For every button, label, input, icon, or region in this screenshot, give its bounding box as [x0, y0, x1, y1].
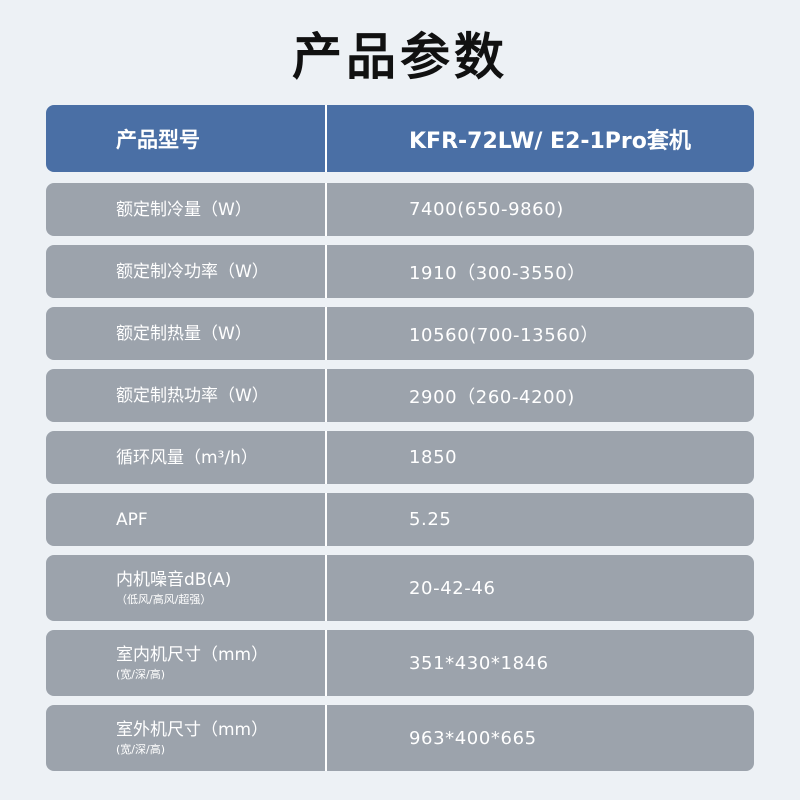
- row-label: APF: [46, 493, 327, 546]
- row-value: 7400(650-9860): [409, 199, 564, 220]
- row-value: 5.25: [409, 509, 452, 530]
- header-label: 产品型号: [46, 105, 327, 172]
- header-value: KFR-72LW/ E2-1Pro套机: [409, 128, 691, 154]
- row-label-text: 额定制热功率（W）: [116, 385, 269, 406]
- row-value: 1910（300-3550）: [409, 262, 586, 284]
- row-label: 额定制冷功率（W）: [46, 245, 327, 298]
- row-label: 额定制热量（W）: [46, 307, 327, 360]
- table-row: 室内机尺寸（mm） (宽/深/高) 351*430*1846: [46, 630, 754, 696]
- row-label-text: 循环风量（m³/h）: [116, 447, 258, 468]
- row-label-subtext: （低风/高风/超强）: [116, 593, 212, 606]
- table-row: 内机噪音dB(A) （低风/高风/超强） 20-42-46: [46, 555, 754, 621]
- row-value: 10560(700-13560）: [409, 324, 599, 346]
- row-label: 额定制冷量（W）: [46, 183, 327, 236]
- table-row: 额定制冷功率（W） 1910（300-3550）: [46, 245, 754, 298]
- row-label-text: 额定制冷量（W）: [116, 199, 252, 220]
- row-label: 室外机尺寸（mm） (宽/深/高): [46, 705, 327, 771]
- row-label: 循环风量（m³/h）: [46, 431, 327, 484]
- row-label: 额定制热功率（W）: [46, 369, 327, 422]
- table-row: 额定制冷量（W） 7400(650-9860): [46, 183, 754, 236]
- table-row: 循环风量（m³/h） 1850: [46, 431, 754, 484]
- table-row: APF 5.25: [46, 493, 754, 546]
- row-label-text: 室内机尺寸（mm）: [116, 645, 269, 665]
- table-header-row: 产品型号 KFR-72LW/ E2-1Pro套机: [46, 105, 754, 172]
- row-label-text: APF: [116, 509, 148, 530]
- row-label: 内机噪音dB(A) （低风/高风/超强）: [46, 555, 327, 621]
- row-label-subtext: (宽/深/高): [116, 668, 165, 681]
- table-row: 室外机尺寸（mm） (宽/深/高) 963*400*665: [46, 705, 754, 771]
- row-label-subtext: (宽/深/高): [116, 743, 165, 756]
- row-value: 963*400*665: [409, 727, 537, 749]
- row-label-text: 额定制冷功率（W）: [116, 261, 269, 282]
- row-label-text: 室外机尺寸（mm）: [116, 720, 269, 740]
- row-value: 351*430*1846: [409, 652, 549, 674]
- row-label: 室内机尺寸（mm） (宽/深/高): [46, 630, 327, 696]
- row-value: 20-42-46: [409, 577, 496, 599]
- row-label-text: 额定制热量（W）: [116, 323, 252, 344]
- row-value: 1850: [409, 447, 458, 468]
- row-label-text: 内机噪音dB(A): [116, 570, 232, 590]
- table-row: 额定制热量（W） 10560(700-13560）: [46, 307, 754, 360]
- table-row: 额定制热功率（W） 2900（260-4200): [46, 369, 754, 422]
- page-title: 产品参数: [292, 28, 508, 86]
- row-value: 2900（260-4200): [409, 386, 575, 408]
